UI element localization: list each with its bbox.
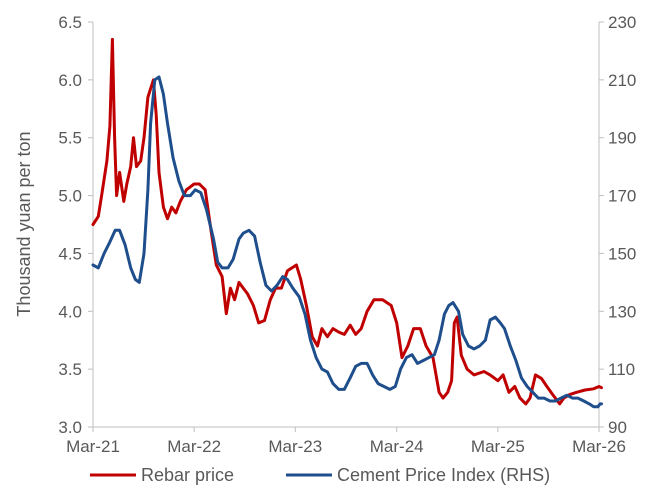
right-axis-ticks: 90 110 130 150 170 190 210 230 [599, 13, 636, 437]
right-tick-label: 170 [608, 187, 636, 206]
x-tick-label: Mar-23 [268, 437, 322, 456]
left-tick-label: 6.5 [58, 13, 82, 32]
series-lines [91, 37, 603, 409]
x-tick-label: Mar-21 [66, 437, 120, 456]
left-axis-ticks: 3.0 3.5 4.0 4.5 5.0 5.5 6.0 6.5 [58, 13, 93, 437]
right-tick-label: 130 [608, 302, 636, 321]
series-line-0 [91, 37, 603, 406]
right-tick-label: 190 [608, 129, 636, 148]
left-tick-label: 4.0 [58, 302, 82, 321]
right-tick-label: 150 [608, 244, 636, 263]
x-axis-ticks: Mar-21 Mar-22 Mar-23 Mar-24 Mar-25 Mar-26 [66, 427, 626, 456]
left-tick-label: 5.5 [58, 129, 82, 148]
x-tick-label: Mar-26 [572, 437, 626, 456]
left-tick-label: 4.5 [58, 244, 82, 263]
right-tick-label: 210 [608, 71, 636, 90]
right-tick-label: 90 [608, 418, 627, 437]
legend-label: Cement Price Index (RHS) [337, 465, 550, 485]
y-axis-title: Thousand yuan per ton [14, 131, 34, 316]
plot-area [92, 22, 600, 428]
series-line-1 [91, 75, 603, 409]
right-tick-label: 110 [608, 360, 635, 379]
legend: Rebar price Cement Price Index (RHS) [90, 465, 550, 485]
legend-label: Rebar price [141, 465, 234, 485]
left-tick-label: 5.0 [58, 187, 82, 206]
left-tick-label: 6.0 [58, 71, 82, 90]
left-tick-label: 3.5 [58, 360, 82, 379]
x-tick-label: Mar-22 [167, 437, 221, 456]
x-tick-label: Mar-24 [370, 437, 424, 456]
left-tick-label: 3.0 [58, 418, 82, 437]
x-tick-label: Mar-25 [471, 437, 525, 456]
right-tick-label: 230 [608, 13, 636, 32]
